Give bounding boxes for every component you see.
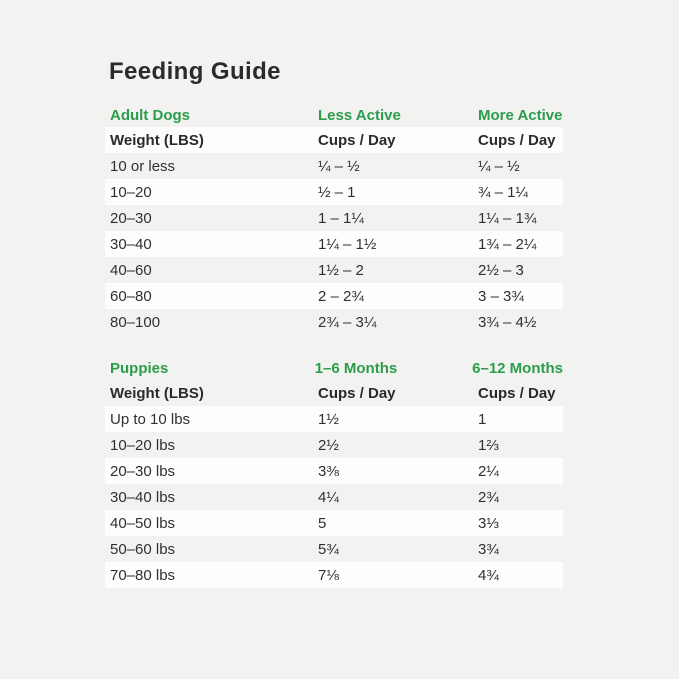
section-title: Puppies: [110, 360, 169, 377]
cups-value-cell: ¼ – ½: [318, 157, 360, 175]
cups-value-cell: 3⅜: [318, 462, 339, 480]
section-header-row: Adult Dogs Less Active More Active: [105, 104, 563, 127]
weight-cell: 20–30 lbs: [110, 462, 176, 480]
cups-value-cell: 2½ – 3: [478, 261, 524, 279]
column-header-cell: Cups / Day: [318, 131, 396, 149]
column-header-cell: Cups / Day: [478, 384, 556, 402]
table-row: 30–40 1¼ – 1½ 1¾ – 2¼: [105, 231, 563, 257]
rows-container: Weight (LBS) Cups / Day Cups / Day 10 or le…: [105, 127, 563, 335]
table-row: 40–60 1½ – 2 2½ – 3: [105, 257, 563, 283]
cups-value-cell: ½ – 1: [318, 183, 356, 201]
weight-cell: 10–20: [110, 183, 152, 201]
column-header-row: Weight (LBS) Cups / Day Cups / Day: [105, 380, 563, 406]
weight-cell: 10–20 lbs: [110, 436, 176, 454]
column-header-cell: Cups / Day: [318, 384, 396, 402]
table-puppies: Puppies 1–6 Months 6–12 Months Weight (LBS)…: [105, 357, 563, 588]
cups-value-cell: 1 – 1¼: [318, 209, 364, 227]
cups-value-cell: ¼ – ½: [478, 157, 520, 175]
cups-value-cell: 3⅓: [478, 514, 499, 532]
cups-value-cell: 1¾ – 2¼: [478, 235, 537, 253]
cups-value-cell: 5: [318, 514, 327, 532]
weight-cell: 60–80: [110, 287, 152, 305]
cups-value-cell: 1½ – 2: [318, 261, 364, 279]
weight-cell: 40–60: [110, 261, 152, 279]
activity-column-header: 6–12 Months: [472, 360, 563, 377]
cups-value-cell: 4¾: [478, 566, 499, 584]
cups-value-cell: 1: [478, 410, 487, 428]
activity-column-header: More Active: [478, 107, 563, 124]
cups-value-cell: 5¾: [318, 540, 339, 558]
table-row: 50–60 lbs 5¾ 3¾: [105, 536, 563, 562]
cups-value-cell: 1¼ – 1¾: [478, 209, 537, 227]
cups-value-cell: 7⅛: [318, 566, 339, 584]
cups-value-cell: 2¾ – 3¼: [318, 313, 377, 331]
cups-value-cell: 2½: [318, 436, 339, 454]
cups-value-cell: 3¾: [478, 540, 499, 558]
cups-value-cell: ¾ – 1¼: [478, 183, 529, 201]
table-row: 70–80 lbs 7⅛ 4¾: [105, 562, 563, 588]
rows-container: Weight (LBS) Cups / Day Cups / Day Up to 10…: [105, 380, 563, 588]
table-row: 10 or less ¼ – ½ ¼ – ½: [105, 153, 563, 179]
cups-value-cell: 1⅔: [478, 436, 499, 454]
section-title: Adult Dogs: [110, 107, 190, 124]
cups-value-cell: 3¾ – 4½: [478, 313, 537, 331]
weight-cell: 30–40 lbs: [110, 488, 176, 506]
weight-cell: 40–50 lbs: [110, 514, 176, 532]
section-header-row: Puppies 1–6 Months 6–12 Months: [105, 357, 563, 380]
cups-value-cell: 2¾: [478, 488, 499, 506]
table-row: 40–50 lbs 5 3⅓: [105, 510, 563, 536]
table-adult-dogs: Adult Dogs Less Active More Active Weight (…: [105, 104, 563, 335]
table-row: 20–30 1 – 1¼ 1¼ – 1¾: [105, 205, 563, 231]
table-row: 20–30 lbs 3⅜ 2¼: [105, 458, 563, 484]
weight-cell: 70–80 lbs: [110, 566, 176, 584]
cups-value-cell: 2¼: [478, 462, 499, 480]
cups-value-cell: 1¼ – 1½: [318, 235, 377, 253]
column-header-row: Weight (LBS) Cups / Day Cups / Day: [105, 127, 563, 153]
activity-column-header: 1–6 Months: [314, 360, 398, 377]
weight-cell: 20–30: [110, 209, 152, 227]
column-header-cell: Cups / Day: [478, 131, 556, 149]
table-row: 10–20 lbs 2½ 1⅔: [105, 432, 563, 458]
cups-value-cell: 3 – 3¾: [478, 287, 524, 305]
table-row: Up to 10 lbs 1½ 1: [105, 406, 563, 432]
weight-cell: Up to 10 lbs: [110, 410, 191, 428]
cups-value-cell: 1½: [318, 410, 339, 428]
page-title: Feeding Guide: [109, 58, 281, 85]
table-row: 30–40 lbs 4¼ 2¾: [105, 484, 563, 510]
weight-cell: 30–40: [110, 235, 152, 253]
activity-column-header: Less Active: [318, 107, 401, 124]
weight-cell: 10 or less: [110, 157, 176, 175]
weight-cell: 80–100: [110, 313, 161, 331]
cups-value-cell: 4¼: [318, 488, 339, 506]
table-row: 10–20 ½ – 1 ¾ – 1¼: [105, 179, 563, 205]
column-header-cell: Weight (LBS): [110, 384, 204, 402]
table-row: 80–100 2¾ – 3¼ 3¾ – 4½: [105, 309, 563, 335]
cups-value-cell: 2 – 2¾: [318, 287, 364, 305]
weight-cell: 50–60 lbs: [110, 540, 176, 558]
column-header-cell: Weight (LBS): [110, 131, 204, 149]
table-row: 60–80 2 – 2¾ 3 – 3¾: [105, 283, 563, 309]
